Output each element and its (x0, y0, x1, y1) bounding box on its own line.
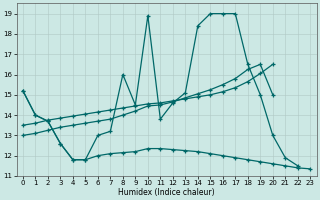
X-axis label: Humidex (Indice chaleur): Humidex (Indice chaleur) (118, 188, 215, 197)
